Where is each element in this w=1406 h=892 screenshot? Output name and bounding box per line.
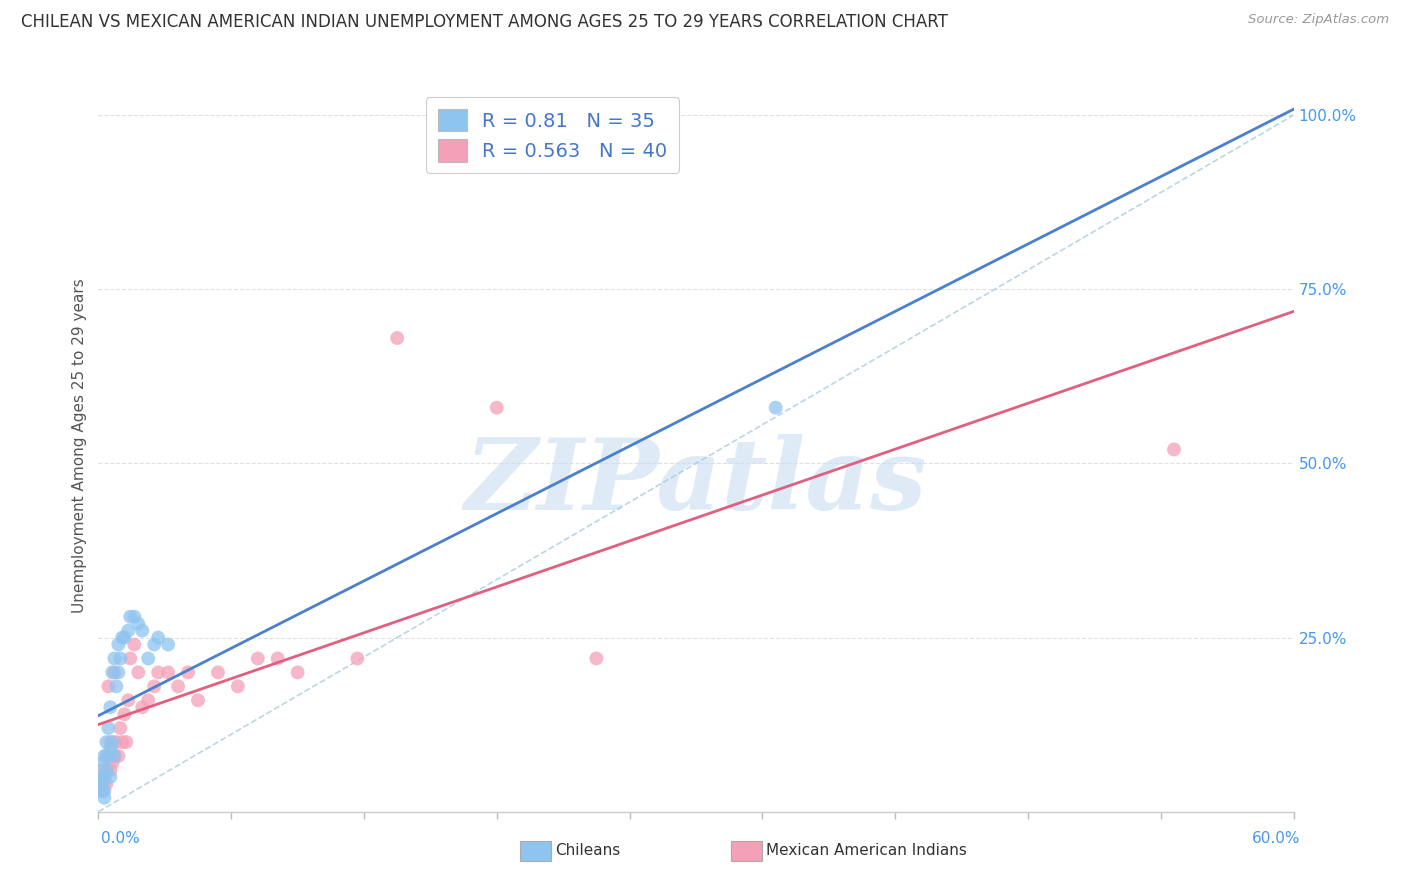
Point — [267, 651, 290, 665]
Point — [143, 638, 166, 652]
Point — [157, 665, 180, 680]
Point — [485, 401, 508, 415]
Point — [148, 665, 170, 680]
Point — [120, 609, 142, 624]
Point — [110, 651, 132, 665]
Text: Mexican American Indians: Mexican American Indians — [766, 844, 967, 858]
Point — [101, 756, 124, 770]
Point — [89, 770, 111, 784]
Point — [91, 784, 114, 798]
Point — [157, 638, 180, 652]
Point — [101, 735, 124, 749]
Point — [177, 665, 200, 680]
Point — [117, 624, 139, 638]
Point — [167, 679, 190, 693]
Text: CHILEAN VS MEXICAN AMERICAN INDIAN UNEMPLOYMENT AMONG AGES 25 TO 29 YEARS CORREL: CHILEAN VS MEXICAN AMERICAN INDIAN UNEMP… — [21, 13, 948, 31]
Point — [96, 777, 118, 791]
Point — [105, 679, 128, 693]
Point — [96, 735, 118, 749]
Point — [98, 770, 122, 784]
Point — [91, 756, 114, 770]
Text: Source: ZipAtlas.com: Source: ZipAtlas.com — [1249, 13, 1389, 27]
Point — [98, 700, 122, 714]
Point — [136, 693, 159, 707]
Point — [96, 763, 118, 777]
Point — [93, 749, 115, 764]
Point — [385, 331, 409, 345]
Point — [103, 651, 125, 665]
Point — [97, 721, 120, 735]
Point — [112, 631, 135, 645]
Point — [96, 749, 118, 764]
Y-axis label: Unemployment Among Ages 25 to 29 years: Unemployment Among Ages 25 to 29 years — [72, 278, 87, 614]
Point — [101, 665, 124, 680]
Point — [115, 735, 138, 749]
Point — [226, 679, 249, 693]
Point — [187, 693, 209, 707]
Point — [103, 749, 125, 764]
Point — [103, 749, 125, 764]
Point — [97, 749, 120, 764]
Point — [127, 665, 149, 680]
Point — [207, 665, 229, 680]
Point — [131, 624, 153, 638]
Point — [585, 651, 607, 665]
Point — [110, 721, 132, 735]
Point — [107, 665, 129, 680]
Point — [93, 770, 115, 784]
Point — [107, 749, 129, 764]
Point — [89, 777, 111, 791]
Point — [91, 763, 114, 777]
Point — [346, 651, 368, 665]
Point — [127, 616, 149, 631]
Point — [107, 638, 129, 652]
Point — [148, 631, 170, 645]
Point — [103, 665, 125, 680]
Point — [98, 742, 122, 756]
Point — [111, 631, 134, 645]
Point — [89, 784, 111, 798]
Point — [93, 790, 115, 805]
Point — [105, 735, 128, 749]
Point — [765, 401, 787, 415]
Point — [131, 700, 153, 714]
Point — [143, 679, 166, 693]
Point — [246, 651, 269, 665]
Point — [112, 707, 135, 722]
Point — [287, 665, 309, 680]
Point — [1163, 442, 1185, 457]
Point — [111, 735, 134, 749]
Text: 60.0%: 60.0% — [1253, 831, 1301, 847]
Point — [98, 763, 122, 777]
Legend: R = 0.81   N = 35, R = 0.563   N = 40: R = 0.81 N = 35, R = 0.563 N = 40 — [426, 97, 679, 173]
Point — [93, 770, 115, 784]
Text: 0.0%: 0.0% — [101, 831, 141, 847]
Point — [117, 693, 139, 707]
Point — [120, 651, 142, 665]
Point — [98, 735, 122, 749]
Point — [93, 784, 115, 798]
Point — [124, 638, 146, 652]
Point — [91, 777, 114, 791]
Text: Chileans: Chileans — [555, 844, 620, 858]
Point — [97, 679, 120, 693]
Point — [124, 609, 146, 624]
Point — [136, 651, 159, 665]
Text: ZIPatlas: ZIPatlas — [465, 434, 927, 531]
